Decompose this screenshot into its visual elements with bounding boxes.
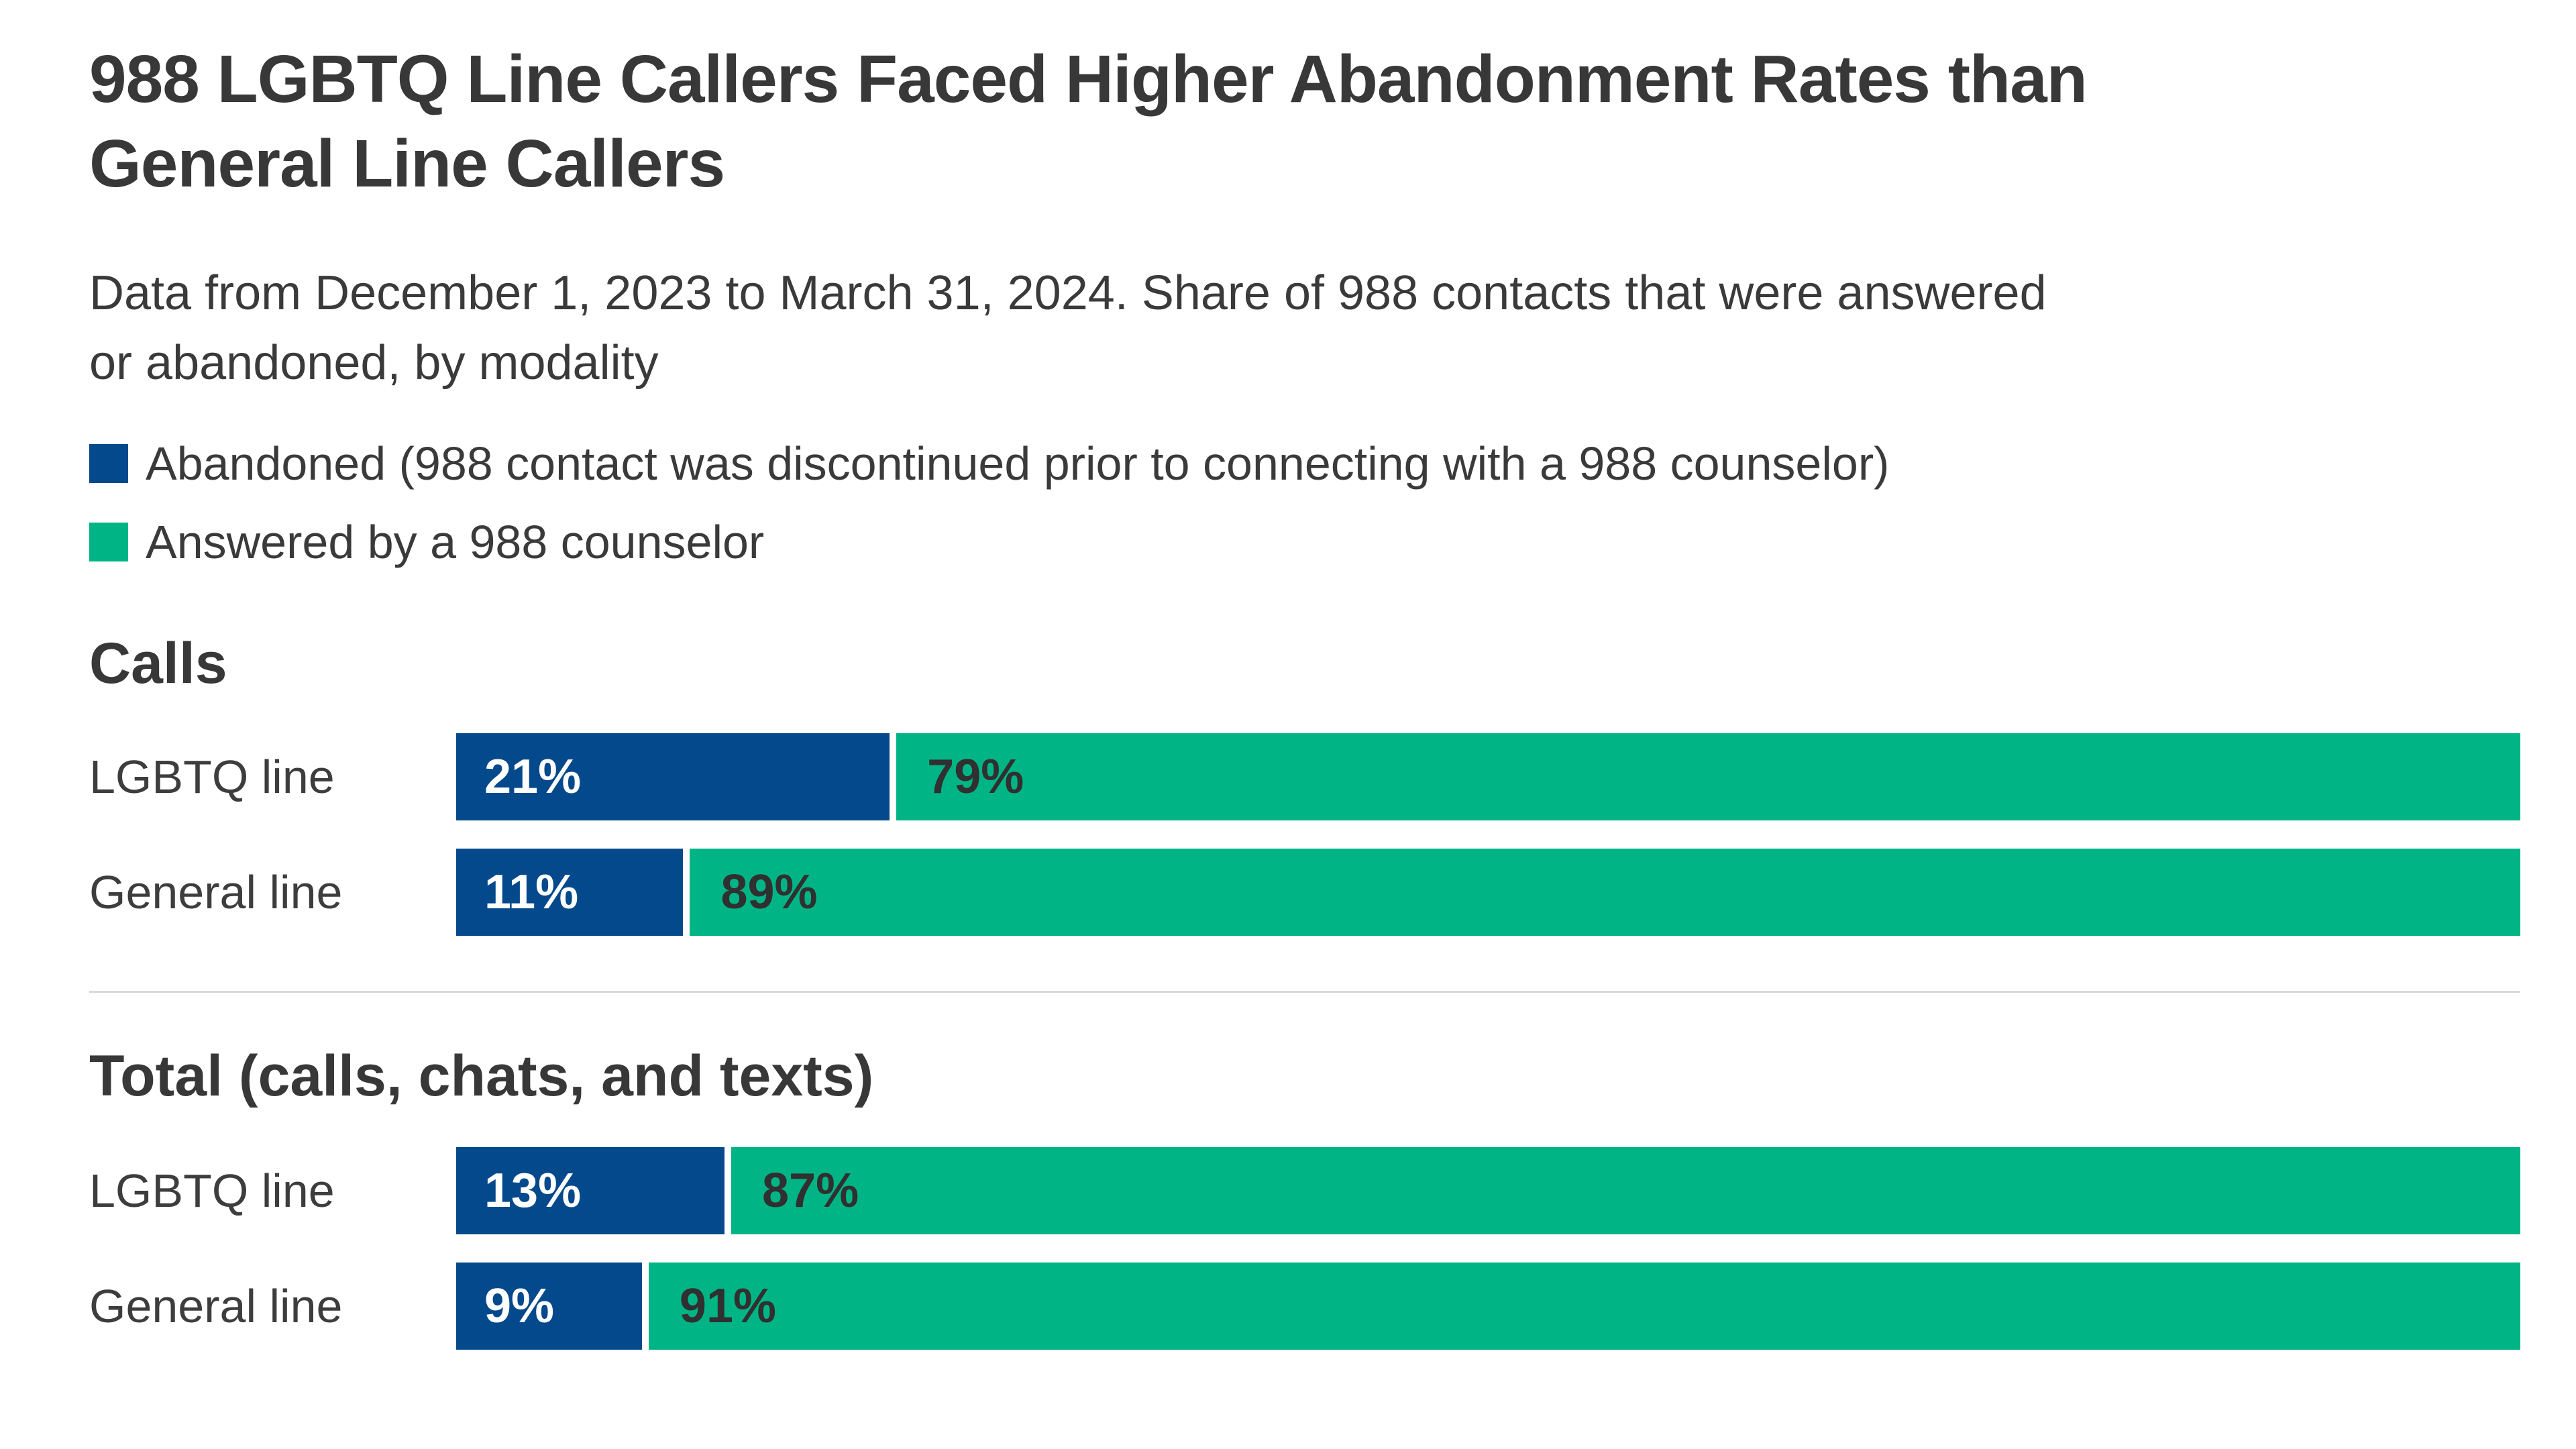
bar-segment-abandoned: 13% — [456, 1146, 724, 1234]
bar-segment-abandoned: 21% — [456, 733, 890, 820]
section-divider — [89, 990, 2520, 993]
chart-content: 988 LGBTQ Line Callers Faced Higher Aban… — [89, 37, 2520, 1350]
bar-row-total-lgbtq: LGBTQ line 13% 87% — [89, 1146, 2520, 1234]
legend-item-answered: Answered by a 988 counselor — [89, 512, 2520, 573]
bar-segment-abandoned: 11% — [456, 848, 684, 936]
legend-item-abandoned: Abandoned (988 contact was discontinued … — [89, 433, 2520, 494]
stacked-bar: 11% 89% — [456, 848, 2520, 936]
section-heading-total: Total (calls, chats, and texts) — [89, 1043, 874, 1108]
category-label: LGBTQ line — [89, 750, 335, 803]
bar-segment-answered: 87% — [731, 1146, 2520, 1234]
legend: Abandoned (988 contact was discontinued … — [89, 433, 2520, 573]
category-label: General line — [89, 1279, 343, 1332]
bar-segment-abandoned: 9% — [456, 1262, 642, 1350]
stacked-bar: 9% 91% — [456, 1262, 2520, 1350]
bar-value-label: 13% — [484, 1163, 582, 1218]
category-label: General line — [89, 865, 343, 918]
legend-label-answered: Answered by a 988 counselor — [146, 515, 765, 568]
bar-value-label: 89% — [720, 865, 818, 919]
category-label: LGBTQ line — [89, 1164, 335, 1217]
bar-value-label: 21% — [484, 749, 582, 804]
stacked-bar: 21% 79% — [456, 733, 2520, 820]
bar-segment-answered: 91% — [648, 1262, 2520, 1350]
bar-value-label: 11% — [484, 865, 579, 919]
bar-value-label: 91% — [679, 1279, 777, 1333]
stacked-bar: 13% 87% — [456, 1146, 2520, 1234]
legend-label-abandoned: Abandoned (988 contact was discontinued … — [146, 437, 1890, 490]
bar-rows-total: LGBTQ line 13% 87% General line 9% — [89, 1146, 2520, 1350]
bar-row-calls-general: General line 11% 89% — [89, 848, 2520, 936]
chart-title: 988 LGBTQ Line Callers Faced Higher Aban… — [89, 42, 2088, 201]
legend-swatch-abandoned-icon — [89, 444, 128, 484]
bar-segment-answered: 79% — [896, 733, 2520, 820]
bar-value-label: 79% — [927, 749, 1024, 804]
section-heading-calls: Calls — [89, 631, 227, 696]
bar-value-label: 9% — [484, 1279, 555, 1333]
bar-rows-calls: LGBTQ line 21% 79% General line 11% — [89, 733, 2520, 936]
chart-subtitle: Data from December 1, 2023 to March 31, … — [89, 266, 2047, 390]
bar-segment-answered: 89% — [690, 848, 2520, 936]
bar-row-calls-lgbtq: LGBTQ line 21% 79% — [89, 733, 2520, 820]
bar-value-label: 87% — [762, 1163, 859, 1218]
bar-row-total-general: General line 9% 91% — [89, 1262, 2520, 1350]
legend-swatch-answered-icon — [89, 523, 128, 562]
